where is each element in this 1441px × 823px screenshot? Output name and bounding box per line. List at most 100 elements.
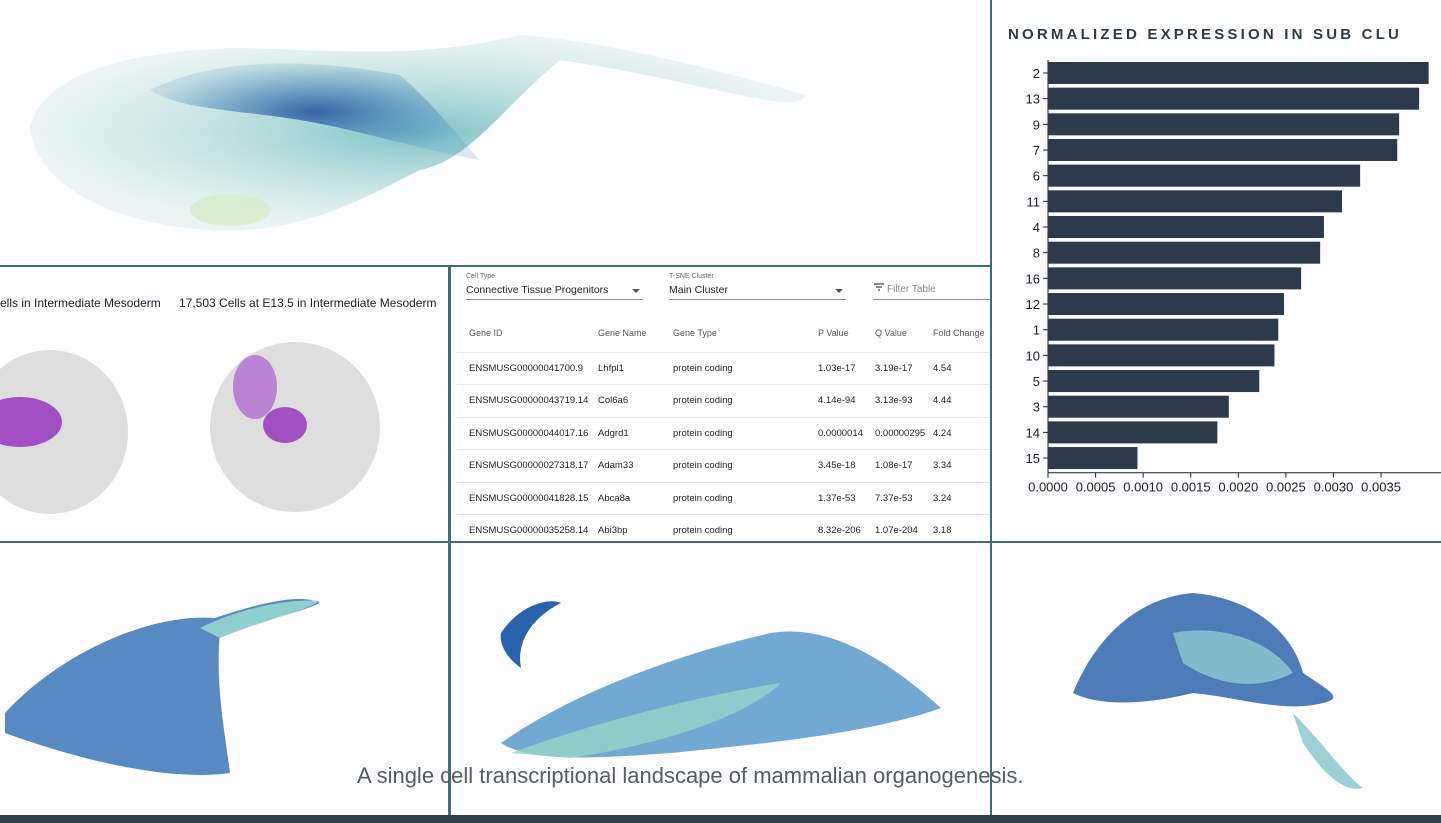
- x-tick-label: 0.0005: [1076, 480, 1116, 495]
- table-cell: protein coding: [673, 492, 733, 504]
- filter-input[interactable]: Filter Table: [887, 284, 936, 295]
- row-divider: [456, 449, 990, 451]
- y-tick-label: 6: [1033, 169, 1040, 184]
- x-tick-label: 0.0030: [1314, 480, 1354, 495]
- column-header: P Value: [818, 328, 849, 338]
- bar: [1048, 164, 1361, 187]
- bar: [1048, 62, 1429, 84]
- bar: [1048, 139, 1398, 162]
- x-tick-label: 0.0010: [1123, 480, 1163, 495]
- bar: [1048, 318, 1279, 341]
- x-tick-label: 0.0015: [1171, 480, 1211, 495]
- table-cell: 7.37e-53: [875, 492, 913, 504]
- spatial-title: ells in Intermediate Mesoderm: [0, 296, 161, 310]
- chart-title: NORMALIZED EXPRESSION IN SUB CLU: [1008, 26, 1402, 43]
- filter-underline: [873, 299, 990, 300]
- bar: [1048, 113, 1400, 136]
- table-cell: Col6a6: [598, 395, 629, 407]
- bar: [1048, 267, 1302, 290]
- y-tick-label: 10: [1026, 348, 1040, 363]
- y-tick-label: 5: [1033, 374, 1040, 389]
- caption: A single cell transcriptional landscape …: [357, 763, 1024, 788]
- table-cell: 8.32e-206: [818, 525, 861, 536]
- y-tick-label: 3: [1033, 400, 1040, 415]
- row-divider: [456, 352, 990, 353]
- table-cell: protein coding: [673, 395, 733, 407]
- table-cell: Abi3bp: [598, 525, 628, 536]
- table-cell: 1.08e-17: [875, 460, 913, 472]
- bar: [1048, 190, 1343, 213]
- spatial-title: 17,503 Cells at E13.5 in Intermediate Me…: [179, 296, 437, 310]
- bar: [1048, 370, 1260, 393]
- bar: [1048, 216, 1324, 239]
- table-cell: ENSMUSG00000027318.17: [469, 460, 589, 472]
- x-tick-label: 0.0025: [1266, 480, 1306, 495]
- filter-underline: [669, 299, 846, 300]
- bar: [1048, 344, 1275, 367]
- table-cell: Abca8a: [598, 492, 631, 504]
- divider: [448, 265, 451, 815]
- divider: [0, 265, 990, 267]
- table-cell: protein coding: [673, 525, 733, 536]
- row-divider: [456, 384, 990, 386]
- table-cell: ENSMUSG00000043719.14: [469, 395, 589, 407]
- table-cell: 3.45e-18: [818, 460, 856, 472]
- filter-label: Cell Type: [466, 273, 496, 280]
- filter-value[interactable]: Main Cluster: [669, 284, 728, 296]
- embedding-top: [30, 35, 805, 231]
- bar: [1048, 293, 1284, 316]
- y-tick-label: 16: [1026, 271, 1040, 286]
- column-header: Q Value: [875, 328, 907, 338]
- table-cell: 3.13e-93: [875, 395, 913, 407]
- table-cell: protein coding: [673, 460, 733, 472]
- table-cell: ENSMUSG00000035258.14: [469, 525, 589, 536]
- bar-chart: NORMALIZED EXPRESSION IN SUB CLU 0.0000 0…: [1008, 26, 1441, 495]
- dropdown-arrow: [835, 289, 843, 297]
- row-divider: [456, 416, 990, 418]
- embedding-bottom-left: [5, 598, 320, 775]
- y-tick-label: 8: [1033, 246, 1040, 261]
- table-cell: 1.07e-204: [875, 525, 918, 536]
- table-cell: 3.18: [933, 525, 952, 536]
- column-header: Gene Name: [598, 328, 647, 338]
- y-tick-label: 15: [1026, 451, 1040, 466]
- x-tick-label: 0.0035: [1361, 480, 1401, 495]
- spatial-panel: ells in Intermediate Mesoderm 17,503 Cel…: [0, 267, 448, 541]
- bottom-bar: [0, 815, 1441, 823]
- table-cell: 0.0000014: [818, 427, 863, 439]
- table-cell: Adgrd1: [598, 427, 629, 439]
- table-cell: 4.14e-94: [818, 395, 856, 407]
- filter-icon: [874, 283, 884, 291]
- divider: [990, 0, 992, 815]
- bar: [1048, 87, 1420, 110]
- table-cell: Lhfpl1: [598, 363, 624, 374]
- y-tick-label: 1: [1033, 323, 1040, 338]
- embedding-bottom-right: [1073, 593, 1363, 789]
- y-tick-label: 7: [1033, 143, 1040, 158]
- table-cell: protein coding: [673, 363, 733, 374]
- table-cell: 1.03e-17: [818, 363, 856, 374]
- y-tick-label: 11: [1027, 194, 1041, 209]
- filter-value[interactable]: Connective Tissue Progenitors: [466, 284, 609, 296]
- bar: [1048, 447, 1138, 470]
- table-cell: ENSMUSG00000041828.15: [469, 492, 589, 504]
- table-cell: 4.44: [933, 395, 952, 407]
- filter-label: T-SNE Cluster: [669, 273, 714, 280]
- table-cell: protein coding: [673, 427, 733, 439]
- table-cell: 3.34: [933, 460, 952, 472]
- gene-table: Cell Type Connective Tissue Progenitors …: [451, 267, 990, 541]
- table-cell: 4.24: [933, 427, 952, 439]
- table-cell: ENSMUSG00000044017.16: [469, 427, 589, 439]
- table-cell: 3.19e-17: [875, 363, 913, 374]
- bar: [1048, 395, 1229, 418]
- column-header: Gene Type: [673, 328, 717, 338]
- table-cell: 3.24: [933, 492, 952, 504]
- embedding-bottom-middle: [500, 601, 941, 758]
- y-tick-label: 12: [1026, 297, 1040, 312]
- table-cell: 1.37e-53: [818, 492, 856, 504]
- divider: [0, 541, 1441, 543]
- y-tick-label: 4: [1033, 220, 1040, 235]
- x-tick-label: 0.0020: [1218, 480, 1258, 495]
- y-tick-label: 14: [1026, 425, 1040, 440]
